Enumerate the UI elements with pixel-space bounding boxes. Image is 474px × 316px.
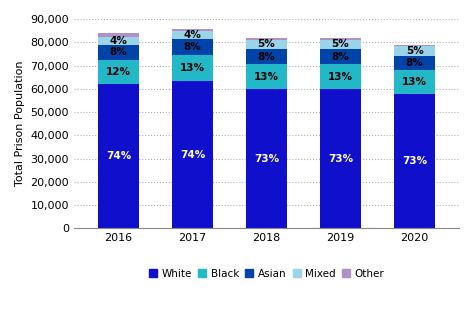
Text: 5%: 5% xyxy=(258,39,275,49)
Text: 13%: 13% xyxy=(180,63,205,73)
Bar xyxy=(98,33,139,37)
Text: 13%: 13% xyxy=(402,77,427,87)
Text: 73%: 73% xyxy=(328,154,353,164)
Y-axis label: Total Prison Population: Total Prison Population xyxy=(15,61,25,186)
Text: 8%: 8% xyxy=(258,52,275,62)
Bar xyxy=(246,40,287,49)
Bar xyxy=(172,40,213,55)
Bar xyxy=(172,32,213,40)
Text: 74%: 74% xyxy=(106,151,131,161)
Bar xyxy=(394,70,435,94)
Bar xyxy=(394,94,435,228)
Bar xyxy=(246,64,287,89)
Text: 13%: 13% xyxy=(254,72,279,82)
Bar xyxy=(320,64,361,89)
Text: 8%: 8% xyxy=(183,42,201,52)
Text: 13%: 13% xyxy=(328,72,353,82)
Text: 5%: 5% xyxy=(332,39,349,49)
Bar xyxy=(172,81,213,228)
Bar xyxy=(320,49,361,64)
Bar xyxy=(98,84,139,228)
Bar xyxy=(320,40,361,49)
Text: 5%: 5% xyxy=(406,46,423,56)
Text: 4%: 4% xyxy=(109,36,128,46)
Text: 73%: 73% xyxy=(402,156,427,166)
Bar xyxy=(98,45,139,60)
Bar xyxy=(246,49,287,64)
Text: 73%: 73% xyxy=(254,154,279,164)
Bar xyxy=(172,55,213,81)
Bar xyxy=(394,56,435,70)
Legend: White, Black, Asian, Mixed, Other: White, Black, Asian, Mixed, Other xyxy=(145,265,388,283)
Bar xyxy=(98,60,139,84)
Bar xyxy=(172,29,213,32)
Bar xyxy=(394,45,435,46)
Bar xyxy=(246,89,287,228)
Text: 12%: 12% xyxy=(106,67,131,77)
Bar xyxy=(394,46,435,56)
Text: 8%: 8% xyxy=(109,47,128,58)
Bar xyxy=(320,38,361,40)
Text: 8%: 8% xyxy=(406,58,423,68)
Text: 4%: 4% xyxy=(183,30,201,40)
Text: 8%: 8% xyxy=(332,52,349,62)
Bar xyxy=(98,37,139,45)
Bar xyxy=(246,38,287,40)
Bar xyxy=(320,89,361,228)
Text: 74%: 74% xyxy=(180,150,205,160)
